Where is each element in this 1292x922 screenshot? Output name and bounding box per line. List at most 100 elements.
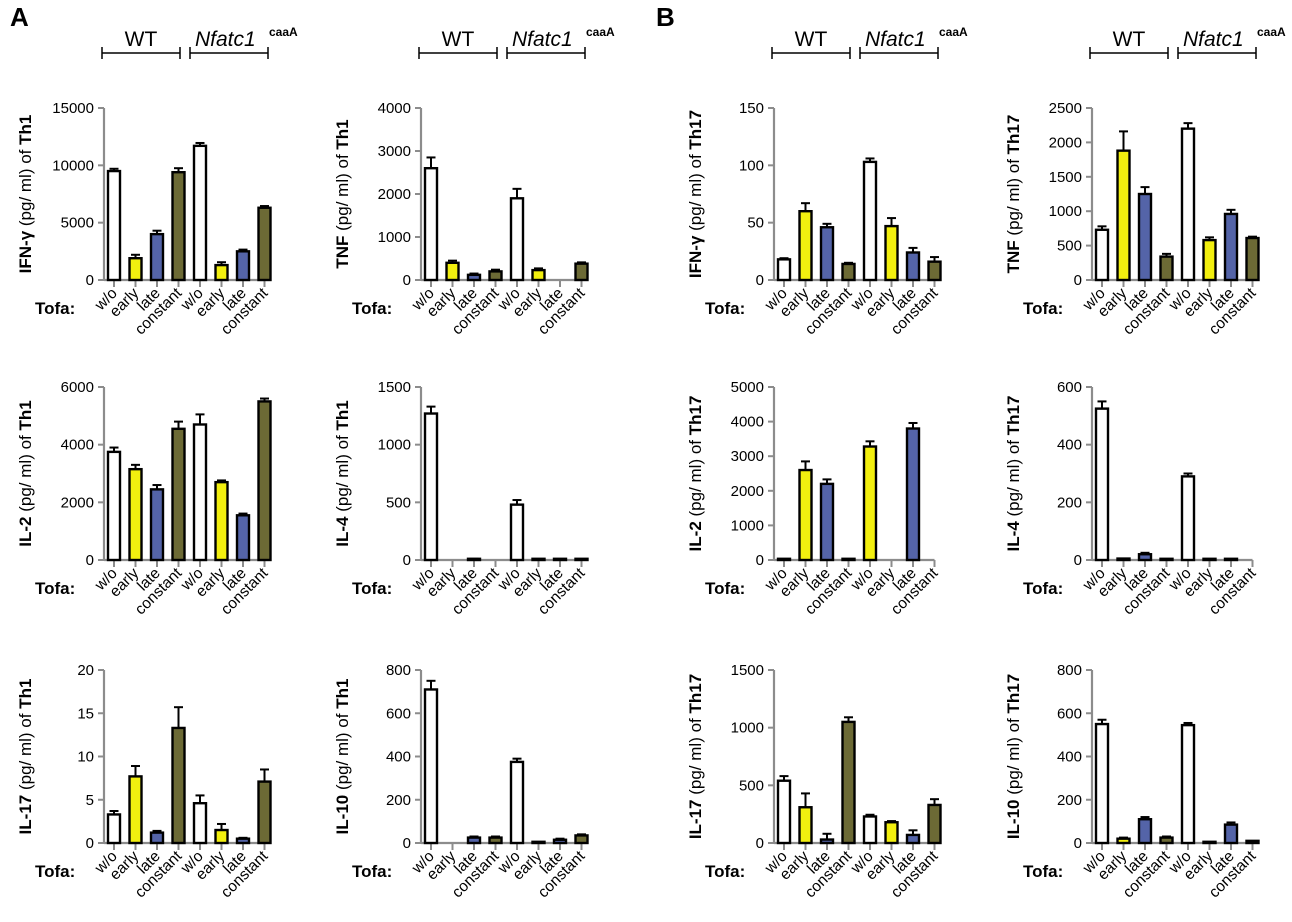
y-tick-label: 0 (756, 272, 764, 289)
mutant-superscript: caaA (269, 25, 298, 39)
y-tick-label: 5 (86, 792, 94, 809)
bar (509, 197, 525, 282)
bar (1223, 823, 1239, 845)
y-tick-label: 0 (403, 835, 411, 852)
y-tick-label: 800 (1057, 662, 1082, 679)
y-tick-label: 200 (386, 792, 411, 809)
bar (1223, 557, 1239, 562)
y-axis-title-cell: Th1 (16, 679, 35, 709)
wt-label: WT (795, 28, 828, 51)
y-tick-label: 20 (77, 662, 94, 679)
y-tick-label: 2000 (1049, 134, 1082, 151)
tofa-label: Tofa: (35, 299, 75, 318)
chart-il4-th17: 0200400600w/oearlylateconstantw/oearlyla… (1004, 379, 1260, 618)
bar (1202, 238, 1217, 282)
bar (235, 250, 251, 282)
y-tick-label: 0 (1074, 272, 1082, 289)
mutant-label: Nfatc1 (195, 28, 256, 51)
bar (128, 775, 143, 845)
y-tick-label: 0 (1074, 552, 1082, 569)
bar (214, 263, 229, 282)
y-axis-title-unit: (pg/ ml) of (16, 431, 35, 517)
y-tick-label: 0 (1074, 835, 1082, 852)
y-tick-label: 2000 (61, 494, 94, 511)
y-tick-label: 200 (1057, 494, 1082, 511)
bar (905, 427, 921, 562)
bar (488, 836, 503, 845)
bar (149, 831, 165, 845)
y-tick-label: 0 (756, 552, 764, 569)
y-tick-label: 10 (77, 749, 94, 766)
bar (841, 720, 856, 845)
bar (128, 467, 143, 562)
bar (927, 803, 942, 845)
y-axis-title-cytokine: IFN-γ (686, 235, 705, 278)
y-axis-title-unit: (pg/ ml) of (1004, 714, 1023, 800)
bar (1180, 475, 1196, 562)
y-tick-label: 4000 (378, 100, 411, 117)
tofa-label: Tofa: (705, 579, 745, 598)
y-tick-label: 3000 (731, 448, 764, 465)
y-tick-label: 0 (86, 272, 94, 289)
y-axis-title-cytokine: IL-10 (333, 795, 352, 835)
y-tick-label: 400 (1057, 749, 1082, 766)
bar (106, 169, 122, 282)
y-axis-title-cytokine: IL-2 (16, 516, 35, 546)
y-tick-label: 3000 (378, 143, 411, 160)
bar (423, 412, 439, 562)
wt-label: WT (1113, 28, 1146, 51)
chart-il17-th1: 05101520w/oearlylateconstantw/oearlylate… (16, 662, 272, 901)
bar (171, 171, 186, 282)
chart-il17-th17: 050010001500w/oearlylateconstantw/oearly… (686, 662, 942, 901)
y-axis-title: IL-4 (pg/ ml) of Th1 (333, 400, 352, 546)
bar (445, 261, 460, 282)
bar (214, 828, 229, 845)
bar (171, 726, 186, 845)
y-axis-title-unit: (pg/ ml) of (686, 714, 705, 800)
bar (798, 806, 813, 845)
y-axis-title-cytokine: IL-2 (686, 521, 705, 551)
bar (257, 400, 272, 562)
bar (1223, 212, 1239, 282)
bar (574, 834, 589, 845)
bar (257, 206, 272, 282)
mutant-label: Nfatc1 (1183, 28, 1244, 51)
y-tick-label: 15000 (52, 100, 94, 117)
y-axis-title-unit: (pg/ ml) of (686, 435, 705, 521)
group-header: WT Nfatc1 caaA (1089, 25, 1286, 59)
bar (819, 226, 835, 282)
bar (149, 232, 165, 282)
y-axis-title-cell: Th1 (333, 119, 352, 149)
bar (192, 144, 208, 282)
bar (1180, 723, 1196, 845)
chart-il2-th1: 0200040006000w/oearlylateconstantw/oearl… (16, 379, 272, 618)
bar (192, 423, 208, 562)
bar (1094, 407, 1110, 562)
bar (1137, 818, 1153, 845)
bar (884, 224, 899, 282)
y-axis-title-cell: Th17 (1004, 674, 1023, 714)
bar (1159, 255, 1174, 282)
y-tick-label: 400 (386, 749, 411, 766)
bar (1116, 557, 1131, 562)
y-tick-label: 600 (1057, 379, 1082, 396)
y-tick-label: 1000 (731, 517, 764, 534)
y-axis-title-cell: Th17 (686, 674, 705, 714)
tofa-label: Tofa: (35, 862, 75, 881)
bar (1159, 836, 1174, 845)
bar (192, 802, 208, 845)
bar (423, 166, 439, 282)
y-axis-title: IL-4 (pg/ ml) of Th17 (1004, 396, 1023, 552)
chart-tnf-th1: 01000200030004000w/oearlylateconstantw/o… (333, 25, 615, 338)
y-tick-label: 5000 (61, 215, 94, 232)
y-tick-label: 0 (403, 552, 411, 569)
y-axis-title-unit: (pg/ ml) of (686, 150, 705, 236)
bar (776, 557, 792, 562)
y-axis-title-unit: (pg/ ml) of (1004, 435, 1023, 521)
bar (106, 450, 122, 562)
wt-label: WT (125, 28, 158, 51)
tofa-label: Tofa: (35, 579, 75, 598)
y-tick-label: 0 (86, 835, 94, 852)
bar (171, 427, 186, 562)
bar (128, 257, 143, 282)
